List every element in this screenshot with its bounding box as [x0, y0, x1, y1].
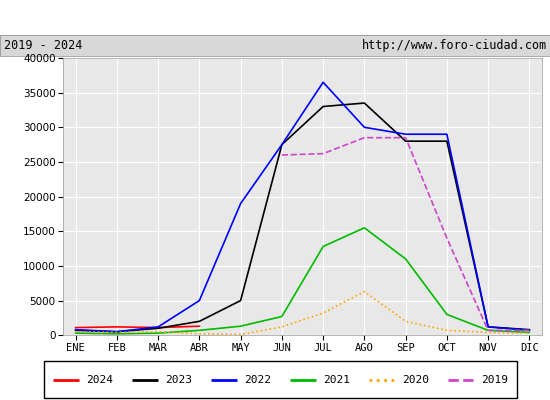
- Text: Evolucion Nº Turistas Extranjeros en el municipio de Sant Lluís: Evolucion Nº Turistas Extranjeros en el …: [36, 10, 514, 26]
- Text: 2023: 2023: [166, 374, 192, 385]
- Text: 2019 - 2024: 2019 - 2024: [4, 39, 83, 52]
- Text: 2024: 2024: [86, 374, 113, 385]
- Text: 2022: 2022: [244, 374, 271, 385]
- Text: http://www.foro-ciudad.com: http://www.foro-ciudad.com: [362, 39, 547, 52]
- FancyBboxPatch shape: [44, 361, 517, 398]
- Text: 2020: 2020: [402, 374, 429, 385]
- Text: 2019: 2019: [481, 374, 508, 385]
- Text: 2021: 2021: [323, 374, 350, 385]
